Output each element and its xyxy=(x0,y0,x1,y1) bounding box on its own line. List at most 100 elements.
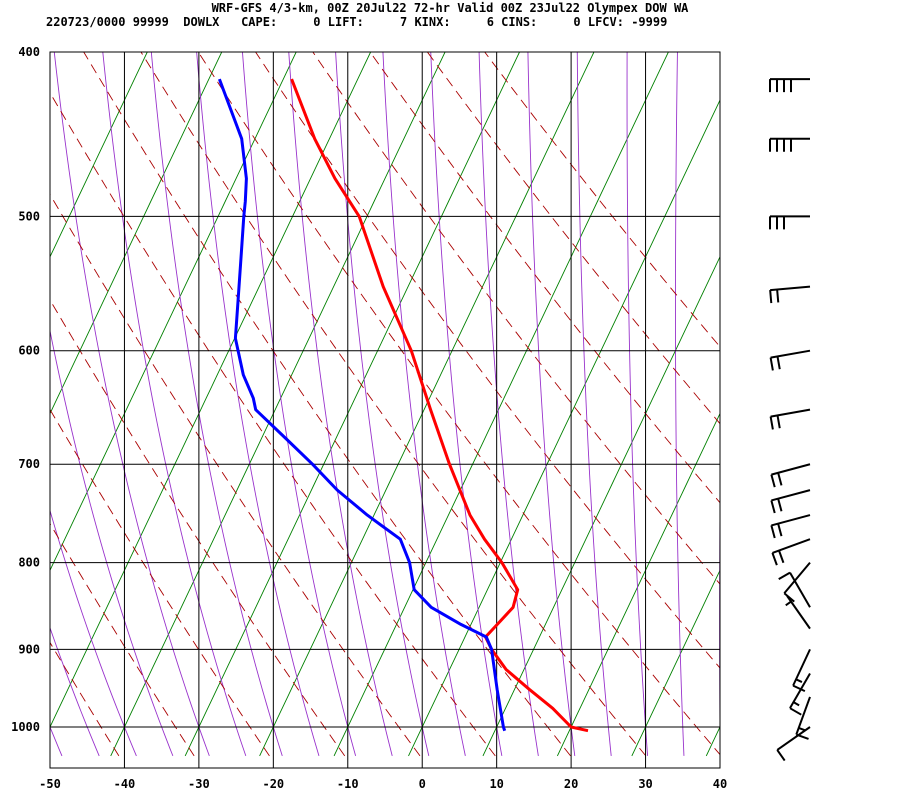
wind-barb xyxy=(770,514,811,539)
wind-barb xyxy=(783,561,811,603)
dewpoint-trace xyxy=(217,78,507,732)
dry-adiabat xyxy=(312,52,720,585)
wind-barb xyxy=(769,137,810,152)
moist-adiabats xyxy=(50,52,720,757)
wind-barb xyxy=(776,726,811,762)
moist-adiabat xyxy=(102,52,247,757)
green-guide-lines xyxy=(50,52,900,757)
barb-feather xyxy=(776,356,781,370)
wind-barb xyxy=(785,595,811,630)
temperature-tick-label: -10 xyxy=(337,777,359,791)
barb-feather xyxy=(770,525,776,539)
moist-adiabat xyxy=(675,52,685,756)
barb-staff xyxy=(789,673,811,709)
green-line xyxy=(110,52,446,757)
barb-feather xyxy=(783,592,795,603)
chart-header: WRF-GFS 4/3-km, 00Z 20Jul22 72-hr Valid … xyxy=(0,0,900,36)
barb-half-feather xyxy=(785,600,792,607)
chart-indices: 220723/0000 99999 DOWLX CAPE: 0 LIFT: 7 … xyxy=(46,15,668,29)
sounding-traces xyxy=(217,78,589,733)
barb-staff xyxy=(772,538,811,554)
temperature-axis: -50 -40 -30 -20 -10 0 10 20 30 40 xyxy=(39,777,727,791)
green-line xyxy=(333,52,669,757)
barb-feather xyxy=(770,474,776,488)
moist-adiabat xyxy=(382,52,466,756)
dry-adiabat xyxy=(484,52,720,348)
barb-half-feather xyxy=(795,678,803,683)
barb-feather xyxy=(777,472,783,486)
barb-feather xyxy=(771,552,778,566)
barb-feather xyxy=(769,357,774,371)
pressure-tick-label: 700 xyxy=(18,457,40,471)
moist-adiabat xyxy=(576,52,612,756)
wind-barb xyxy=(769,349,811,371)
pressure-tick-label: 400 xyxy=(18,45,40,59)
wind-barb xyxy=(789,673,811,716)
temperature-tick-label: -20 xyxy=(262,777,284,791)
moist-adiabat xyxy=(53,52,210,757)
wind-barb xyxy=(769,285,811,304)
barb-half-feather xyxy=(798,726,806,732)
pressure-tick-label: 600 xyxy=(18,344,40,358)
moist-adiabat xyxy=(288,52,393,757)
chart-title: WRF-GFS 4/3-km, 00Z 20Jul22 72-hr Valid … xyxy=(211,1,689,15)
green-line xyxy=(259,52,595,757)
wind-barb xyxy=(795,696,811,740)
green-line xyxy=(556,412,720,757)
dry-adiabats xyxy=(50,52,720,757)
dry-adiabat xyxy=(50,408,270,757)
barb-staff xyxy=(786,595,811,630)
barb-feather xyxy=(769,416,774,430)
temperature-tick-label: -50 xyxy=(39,777,61,791)
barb-feather xyxy=(776,289,780,303)
dry-adiabat xyxy=(427,52,720,425)
green-line xyxy=(50,52,148,258)
wind-barb xyxy=(769,215,810,230)
moist-adiabat xyxy=(241,52,357,757)
temperature-tick-label: 40 xyxy=(713,777,727,791)
wind-barb xyxy=(771,538,811,566)
pressure-tick-label: 500 xyxy=(18,209,40,223)
temperature-tick-label: -30 xyxy=(188,777,210,791)
moist-adiabat xyxy=(626,52,649,756)
barb-feather xyxy=(778,550,785,564)
green-line xyxy=(50,52,223,415)
dry-adiabat xyxy=(197,52,720,756)
moist-adiabat xyxy=(335,52,430,756)
dry-adiabat xyxy=(50,193,421,757)
grid-lines xyxy=(49,51,721,769)
barb-feather xyxy=(777,523,783,537)
wind-barb xyxy=(769,78,810,93)
green-line xyxy=(50,52,372,729)
barb-feather xyxy=(776,749,786,762)
dry-adiabat xyxy=(83,52,571,757)
barb-feather xyxy=(778,571,791,581)
wind-barbs xyxy=(769,78,811,762)
barb-feather xyxy=(792,684,806,693)
wind-barb xyxy=(769,408,811,430)
barb-half-feather xyxy=(792,701,800,707)
green-line xyxy=(631,569,720,757)
barb-staff xyxy=(783,561,811,594)
dry-adiabat xyxy=(255,52,720,669)
moist-adiabat xyxy=(430,52,503,756)
pressure-tick-label: 900 xyxy=(18,642,40,656)
moist-adiabat xyxy=(150,52,283,757)
green-line xyxy=(781,52,900,756)
barb-staff xyxy=(771,514,811,527)
barb-feather xyxy=(776,415,781,429)
green-line xyxy=(184,52,520,757)
pressure-tick-label: 1000 xyxy=(11,720,40,734)
pressure-tick-label: 800 xyxy=(18,556,40,570)
pressure-axis: 400 500 600 700 800 900 1000 xyxy=(11,45,40,734)
temperature-trace xyxy=(290,78,589,733)
green-line xyxy=(50,52,297,572)
barb-feather xyxy=(770,500,776,514)
dry-adiabat xyxy=(50,299,346,757)
barb-feather xyxy=(777,498,783,512)
moist-adiabat xyxy=(478,52,539,756)
wind-barb xyxy=(792,648,811,693)
green-line xyxy=(855,52,900,756)
wind-barb xyxy=(778,571,811,608)
